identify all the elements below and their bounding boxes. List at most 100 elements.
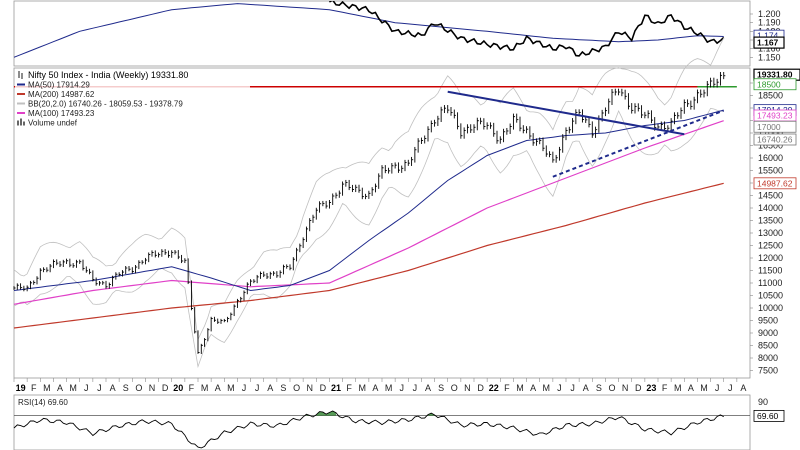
rsi-line [13,410,724,449]
month-label: M [700,383,708,393]
price-panel: 7500 8000 8500 9000 9500 10000 10500 11000 11500… [13,37,800,376]
rsi-value-tag-label: 69.60 [757,411,779,421]
month-label: J [557,383,562,393]
rsi-overbought-fill [428,413,435,416]
price-tick-label: 16500 [758,141,783,151]
month-label: A [57,383,63,393]
month-label: N [622,383,629,393]
rsi-panel-frame [13,394,751,450]
price-value-tag: 17000 [753,120,797,133]
month-label: J [84,383,89,393]
month-label: A [740,383,746,393]
bars-icon-bar [17,120,19,126]
month-label: M [385,383,393,393]
bars-icon [17,118,25,126]
chart-title: Nifty 50 Index - India (Weekly) 19331.80 [28,70,188,80]
month-label: O [451,383,458,393]
month-label: M [359,383,367,393]
month-label: M [543,383,551,393]
legend-label: Volume undef [28,119,78,128]
month-label: D [320,383,327,393]
ratio-ma-line [14,3,724,58]
ratio-tick-label: 1.150 [758,52,781,62]
price-value-tag: 17493.23 [753,109,797,122]
month-label: J [97,383,102,393]
month-label: J [570,383,575,393]
month-label: J [242,383,247,393]
falling-trendline [447,90,685,136]
ratio-value-tag-label: 1.174 [757,31,779,41]
price-legend: Nifty 50 Index - India (Weekly) 19331.80… [15,69,250,133]
value-tag-label: 18500 [757,79,781,89]
month-label: J [728,383,733,393]
month-label: A [372,383,378,393]
bb-lower-line [13,107,724,369]
month-label: J [399,383,404,393]
bars-icon-bar [23,121,25,126]
month-label: M [69,383,77,393]
value-tag-label: 17493.23 [757,111,793,121]
ratio-tick-label: 1.190 [758,18,781,28]
price-tick-label: 13000 [758,228,783,238]
value-tag-box [753,133,797,146]
price-tick-label: 11000 [758,278,782,288]
year-label: 20 [173,383,183,393]
legend-label: BB(20,2.0) 16740.26 - 18059.53 - 19378.7… [28,100,183,109]
price-value-tag: 16740.26 [753,133,797,146]
ratio-line [329,1,725,57]
value-tag-label: 19331.80 [757,70,793,80]
price-value-tag: 14987.62 [753,177,797,190]
ma50-line [13,109,724,292]
month-label: S [123,383,129,393]
rsi-tick-label: 90 [758,397,768,407]
year-label: 23 [646,383,656,393]
month-label: J [715,383,720,393]
month-label: A [215,383,221,393]
legend-label: MA(50) 17914.29 [28,81,90,90]
price-tick-label: 7500 [758,366,778,376]
legend-backdrop [15,69,250,133]
price-tick-label: 10500 [758,291,783,301]
ma100-line [13,120,724,305]
month-label: A [425,383,431,393]
ratio-value-tag-label: 1.167 [757,38,779,48]
ma200-line [13,182,724,329]
month-label: F [662,383,668,393]
ratio-panel-frame [13,0,751,67]
rsi-panel: 90 RSI(14) 69.60 69.60 [13,397,785,449]
month-label: S [438,383,444,393]
ratio-tick-label: 1.200 [758,9,781,19]
price-tick-label: 12000 [758,253,783,263]
rsi-legend: RSI(14) 69.60 [18,398,68,407]
price-tick-label: 13500 [758,216,783,226]
month-label: A [267,383,273,393]
month-label: J [255,383,260,393]
month-label: F [504,383,510,393]
month-label: S [280,383,286,393]
month-label: M [516,383,524,393]
value-tag-box [753,120,797,133]
year-label: 22 [489,383,499,393]
month-label: D [477,383,484,393]
month-label: N [464,383,471,393]
month-label: F [31,383,37,393]
rising-trendline [552,109,725,178]
month-label: N [149,383,156,393]
value-tag-box [753,78,797,91]
price-tick-label: 15500 [758,166,783,176]
month-label: O [608,383,615,393]
month-label: M [227,383,235,393]
month-label: A [583,383,589,393]
month-label: M [201,383,209,393]
value-tag-label: 17000 [757,122,781,132]
value-tag-label: 16740.26 [757,134,793,144]
month-label: A [110,383,116,393]
year-label: 21 [331,383,341,393]
price-tick-label: 10000 [758,303,783,313]
price-value-tag: 18500 [753,78,797,91]
price-tick-label: 8000 [758,353,778,363]
month-label: F [189,383,195,393]
